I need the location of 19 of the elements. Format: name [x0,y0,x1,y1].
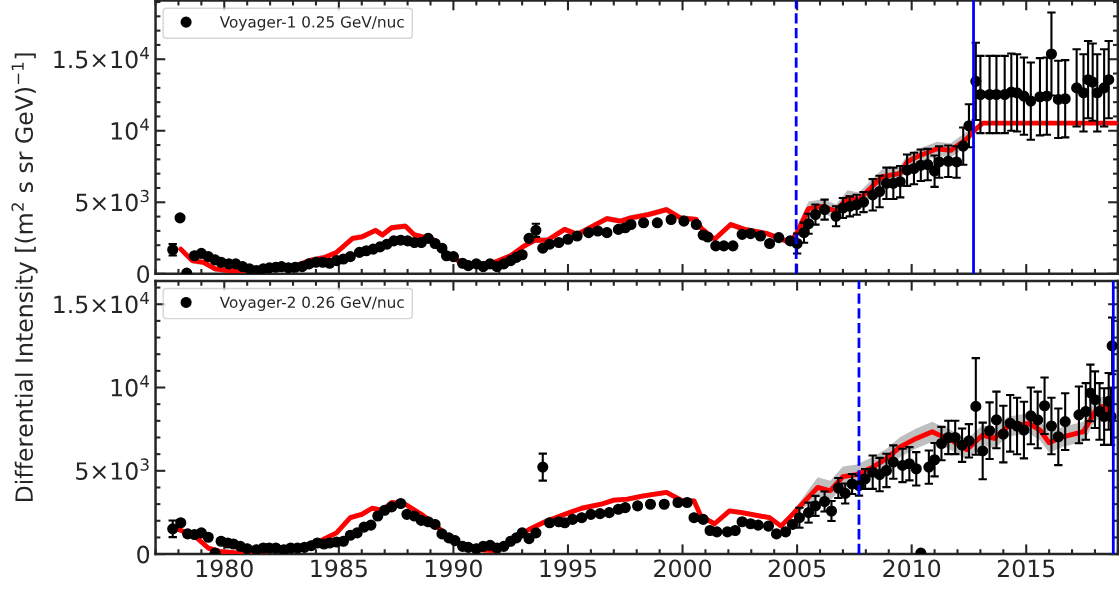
y-tick-label: 1.5×10$^{4}$ [54,291,149,314]
y-tick-label: 10$^{4}$ [111,375,149,397]
y-tick-label: 1.5×10$^{4}$ [54,46,149,69]
x-tick-label: 1995 [540,559,596,578]
x-tick-label: 2015 [997,559,1055,578]
y-tick-label: 5×10$^{3}$ [76,458,149,480]
y-tick-label: 10$^{4}$ [111,118,149,140]
legend-label: Voyager-1 0.25 GeV/nuc [219,16,404,31]
x-tick-label: 1980 [196,559,253,578]
y-tick-label: 5×10$^{3}$ [76,189,149,212]
y-tick-label: 0 [137,265,150,284]
y-axis-title: Differential Intensity [(m$^{2}$ s sr GeV)$^{−1}$] [11,53,38,502]
x-tick-label: 2000 [654,559,712,578]
x-tick-label: 2005 [768,559,826,578]
y-tick-label: 0 [137,545,150,564]
x-tick-label: 1985 [311,559,367,578]
x-tick-label: 1990 [425,559,482,578]
x-tick-label: 2010 [883,559,941,578]
legend-label: Voyager-2 0.26 GeV/nuc [219,296,404,311]
